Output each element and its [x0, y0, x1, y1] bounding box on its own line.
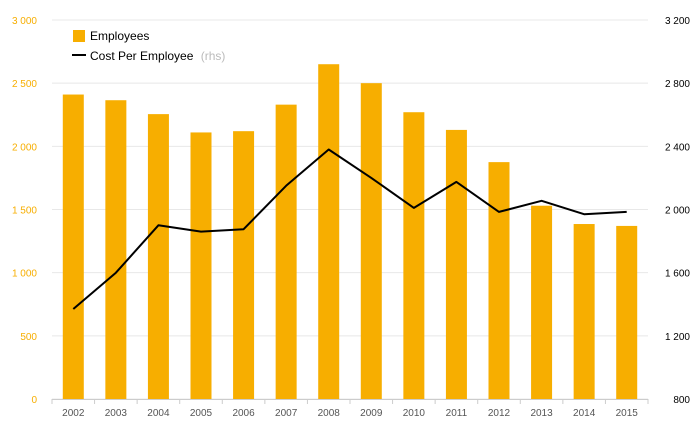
legend-label-rhs-suffix: (rhs) [201, 49, 226, 63]
right-tick-label: 2 000 [665, 206, 690, 217]
x-tick-label-2006: 2006 [232, 408, 255, 419]
right-tick-label: 1 200 [665, 332, 690, 343]
x-tick-label-2014: 2014 [573, 408, 596, 419]
legend: Employees Cost Per Employee (rhs) [72, 29, 225, 63]
legend-label-cost-per-employee-name: Cost Per Employee [90, 49, 194, 63]
left-tick-label: 0 [31, 395, 37, 406]
employees-bar-2004 [147, 114, 169, 399]
left-tick-label: 2 500 [12, 79, 37, 90]
legend-swatch-employees [73, 30, 85, 42]
employees-bar-2006 [233, 131, 255, 399]
employees-bar-2010 [403, 112, 425, 400]
right-tick-label: 2 400 [665, 142, 690, 153]
x-tick-label-2013: 2013 [530, 408, 553, 419]
left-axis: 0 500 1 000 1 500 2 000 2 500 3 000 [12, 16, 37, 406]
right-tick-label: 2 800 [665, 79, 690, 90]
legend-label-cost-per-employee: Cost Per Employee (rhs) [90, 49, 225, 63]
x-tick-label-2005: 2005 [190, 408, 213, 419]
x-tick-label-2007: 2007 [275, 408, 298, 419]
employees-bar-2009 [360, 83, 382, 400]
x-tick-label-2010: 2010 [403, 408, 426, 419]
employees-bar-2008 [318, 64, 340, 399]
x-tick-label-2008: 2008 [318, 408, 341, 419]
right-tick-label: 1 600 [665, 269, 690, 280]
x-tick-label-2004: 2004 [147, 408, 170, 419]
employees-bar-2014 [573, 224, 595, 399]
x-tick-label-2003: 2003 [105, 408, 128, 419]
x-tick-label-2011: 2011 [446, 408, 468, 419]
x-axis: 2002 2003 2004 2005 2006 2007 2008 2009 2010 2011… [51, 399, 649, 419]
employees-bar-2003 [105, 100, 127, 399]
cost-per-employee-line-layer [72, 148, 627, 310]
x-tick-label-2002: 2002 [62, 408, 85, 419]
employees-bar-2002 [62, 94, 84, 399]
employees-bar-2011 [445, 129, 467, 399]
right-tick-label: 800 [673, 395, 690, 406]
gridlines [52, 19, 648, 400]
left-tick-label: 1 000 [12, 269, 37, 280]
right-axis: 800 1 200 1 600 2 000 2 400 2 800 3 200 [665, 16, 690, 406]
x-tick-label-2012: 2012 [488, 408, 511, 419]
employees-bar-2015 [616, 225, 638, 399]
employees-bar-2012 [488, 162, 510, 399]
left-tick-label: 500 [20, 332, 37, 343]
cost-per-employee-line [72, 148, 627, 310]
left-tick-label: 3 000 [12, 16, 37, 27]
employees-bar-2007 [275, 104, 297, 399]
x-tick-label-2015: 2015 [616, 408, 639, 419]
employees-bar-2013 [531, 205, 553, 399]
employees-bar-2005 [190, 132, 212, 400]
legend-label-employees: Employees [90, 29, 149, 43]
employees-bars [62, 64, 638, 400]
x-tick-label-2009: 2009 [360, 408, 383, 419]
right-tick-label: 3 200 [665, 16, 690, 27]
left-tick-label: 1 500 [12, 206, 37, 217]
left-tick-label: 2 000 [12, 142, 37, 153]
